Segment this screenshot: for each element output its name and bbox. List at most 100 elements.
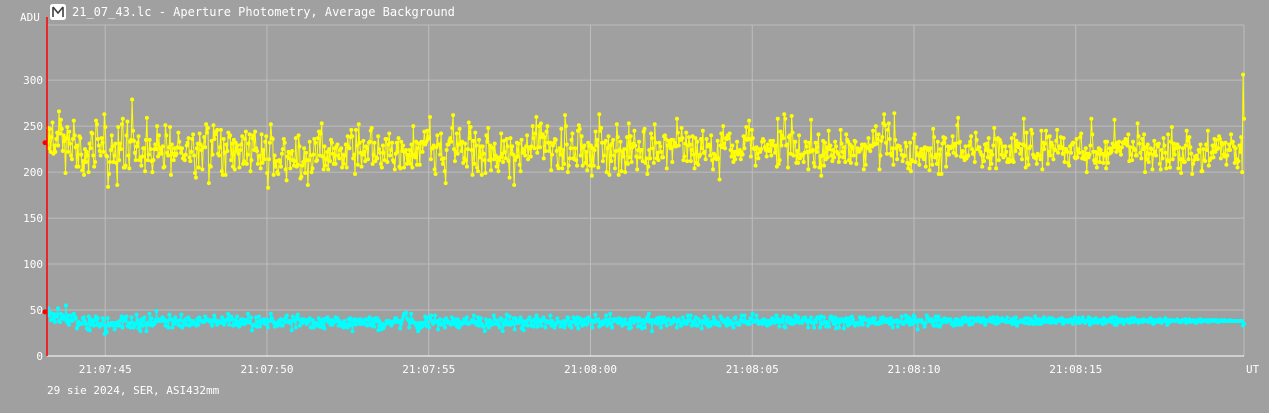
data-point — [903, 313, 908, 318]
data-point — [322, 144, 327, 149]
data-point — [817, 165, 822, 170]
data-point — [646, 311, 651, 316]
data-point — [106, 171, 111, 176]
data-point — [229, 158, 234, 163]
data-point — [353, 322, 358, 327]
data-point — [1216, 146, 1221, 151]
data-point — [968, 316, 973, 321]
data-point — [1239, 135, 1244, 140]
data-point — [662, 133, 667, 138]
data-point — [811, 160, 816, 165]
data-point — [655, 150, 660, 155]
data-point — [1109, 148, 1114, 153]
data-point — [677, 319, 682, 324]
data-point — [992, 125, 997, 130]
data-point — [815, 145, 820, 150]
data-point — [612, 166, 617, 171]
data-point — [57, 319, 62, 324]
data-point — [887, 137, 892, 142]
data-point — [1007, 144, 1012, 149]
data-point — [523, 153, 528, 158]
data-point — [399, 321, 404, 326]
data-point — [47, 126, 52, 131]
data-point — [499, 317, 504, 322]
data-point — [1084, 170, 1089, 175]
data-point — [500, 329, 505, 334]
data-point — [108, 148, 113, 153]
data-point — [600, 140, 605, 145]
data-point — [220, 172, 225, 177]
data-point — [173, 315, 178, 320]
data-point — [801, 160, 806, 164]
data-point — [1169, 125, 1174, 130]
data-point — [577, 126, 582, 131]
data-point — [1153, 149, 1158, 154]
data-point — [196, 165, 201, 170]
data-point — [126, 153, 131, 158]
data-point — [297, 323, 302, 328]
data-point — [986, 136, 991, 141]
data-point — [576, 326, 581, 331]
data-point — [504, 137, 509, 142]
data-point — [609, 321, 614, 326]
data-point — [491, 157, 496, 162]
data-point — [902, 319, 907, 324]
data-point — [604, 170, 609, 175]
data-point — [276, 171, 281, 176]
data-point — [208, 164, 213, 169]
data-point — [76, 164, 81, 169]
data-point — [443, 181, 448, 186]
data-point — [362, 149, 367, 154]
data-point — [854, 161, 859, 166]
data-point — [956, 115, 961, 120]
data-point — [733, 315, 738, 320]
data-point — [730, 143, 735, 148]
data-point — [1098, 148, 1103, 153]
data-point — [954, 153, 959, 158]
data-point — [1180, 146, 1185, 151]
data-point — [541, 156, 546, 161]
data-point — [337, 156, 342, 161]
data-point — [396, 136, 401, 141]
data-point — [927, 168, 932, 173]
data-point — [1225, 153, 1230, 158]
data-point — [578, 153, 583, 158]
data-point — [1130, 158, 1135, 163]
data-point — [193, 171, 198, 176]
data-point — [861, 167, 866, 172]
data-point — [689, 148, 694, 153]
data-point — [261, 148, 266, 153]
data-point — [1121, 321, 1126, 326]
data-point — [1118, 148, 1123, 153]
data-point — [142, 146, 147, 151]
data-point — [824, 324, 829, 329]
data-point — [715, 138, 720, 143]
data-point — [1124, 137, 1129, 142]
data-point — [983, 322, 988, 327]
data-point — [722, 141, 727, 146]
data-point — [69, 157, 74, 162]
data-point — [981, 153, 986, 158]
data-point — [310, 318, 315, 323]
data-point — [162, 164, 167, 169]
data-point — [535, 324, 540, 329]
data-point — [189, 149, 194, 154]
data-point — [938, 147, 943, 152]
data-point — [358, 317, 363, 322]
data-point — [400, 318, 405, 323]
data-point — [492, 317, 497, 322]
data-point — [984, 141, 989, 146]
data-point — [105, 316, 110, 321]
data-point — [356, 122, 361, 127]
data-point — [729, 154, 734, 159]
data-point — [806, 325, 811, 330]
data-point — [592, 148, 597, 153]
data-point — [495, 319, 500, 324]
data-point — [410, 165, 415, 170]
data-point — [934, 161, 939, 166]
data-point — [615, 135, 620, 140]
data-point — [1040, 167, 1045, 172]
data-point — [69, 153, 74, 158]
data-point — [1078, 135, 1083, 140]
